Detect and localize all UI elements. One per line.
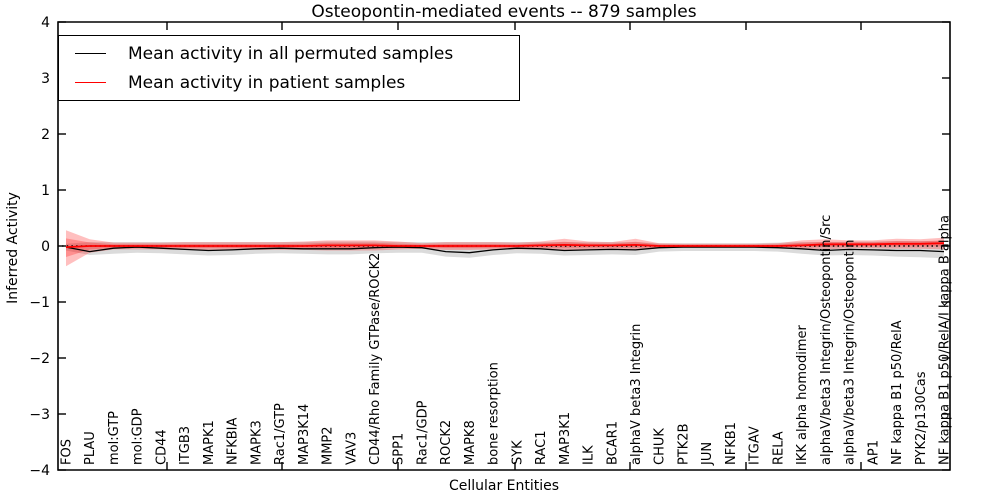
- y-tick-label: −4: [29, 463, 50, 479]
- y-tick-label: 1: [41, 183, 50, 199]
- x-category-label: mol:GTP: [107, 411, 122, 465]
- x-category-label: RELA: [771, 431, 786, 465]
- x-category-label: IKK alpha homodimer: [795, 324, 810, 465]
- x-category-label: AP1: [866, 440, 881, 465]
- x-category-label: VAV3: [344, 432, 359, 465]
- x-category-label: PLAU: [83, 431, 98, 465]
- x-category-label: ROCK2: [439, 420, 454, 465]
- x-category-label: alphaV beta3 Integrin: [629, 324, 644, 465]
- y-tick-label: 2: [41, 127, 50, 143]
- x-category-label: bone resorption: [487, 362, 502, 465]
- confidence-band-patient-inner: [66, 238, 944, 257]
- patient-line-sample: [75, 82, 106, 83]
- y-tick-label: 4: [41, 15, 50, 31]
- x-category-label: MMP2: [321, 426, 336, 465]
- x-category-label: Rac1/GDP: [415, 400, 430, 465]
- x-category-label: NF kappa B1 p50/RelA/I kappa B alpha: [938, 215, 953, 465]
- x-category-label: MAPK1: [202, 420, 217, 465]
- x-category-label: ITGAV: [748, 426, 763, 465]
- y-tick-label: −3: [29, 407, 50, 423]
- x-category-label: ITGB3: [178, 426, 193, 465]
- legend-item-patient: Mean activity in patient samples: [75, 71, 519, 95]
- series-line-patient-mean: [65, 242, 945, 248]
- confidence-band-patient-range: [66, 230, 944, 267]
- x-category-label: CD44: [154, 429, 169, 465]
- y-axis-title: Inferred Activity: [5, 192, 21, 304]
- x-category-label: alphaV/beta3 Integrin/Osteopontin/Src: [819, 215, 834, 465]
- x-category-label: MAP3K14: [297, 404, 312, 465]
- y-tick-label: 0: [41, 239, 50, 255]
- x-category-label: PTK2B: [676, 424, 691, 466]
- x-category-label: MAP3K1: [558, 412, 573, 465]
- x-category-label: NFKB1: [724, 422, 739, 465]
- y-tick-label: −1: [29, 295, 50, 311]
- chart-title: Osteopontin-mediated events -- 879 sampl…: [311, 2, 697, 22]
- x-category-label: NF kappa B1 p50/RelA: [890, 320, 905, 465]
- series-line-permuted-mean: [65, 246, 945, 254]
- x-category-label: FOS: [60, 439, 75, 465]
- x-category-label: BCAR1: [605, 421, 620, 465]
- x-category-label: MAPK8: [463, 420, 478, 465]
- x-category-label: CHUK: [653, 428, 668, 465]
- x-category-label: ILK: [582, 445, 597, 465]
- x-category-label: mol:GDP: [131, 408, 146, 465]
- x-category-label: NFKBIA: [226, 418, 241, 465]
- x-axis-title: Cellular Entities: [448, 478, 560, 494]
- x-category-label: JUN: [700, 442, 715, 466]
- permuted-line-sample: [75, 53, 106, 54]
- x-category-label: MAPK3: [249, 420, 264, 465]
- legend-label-permuted: Mean activity in all permuted samples: [128, 43, 454, 64]
- x-category-label: alphaV/beta3 Integrin/Osteopontin: [843, 240, 858, 465]
- x-category-label: CD44/Rho Family GTPase/ROCK2: [368, 253, 383, 465]
- x-category-label: RAC1: [534, 430, 549, 465]
- x-category-label: SYK: [510, 440, 525, 465]
- x-category-label: SPP1: [392, 433, 407, 465]
- legend-label-patient: Mean activity in patient samples: [128, 72, 406, 93]
- y-tick-label: −2: [29, 351, 50, 367]
- legend: Mean activity in all permuted samples Me…: [58, 35, 520, 101]
- x-category-label: PYK2/p130Cas: [914, 371, 929, 465]
- legend-item-permuted: Mean activity in all permuted samples: [75, 42, 519, 66]
- y-tick-label: 3: [41, 71, 50, 87]
- x-category-label: Rac1/GTP: [273, 403, 288, 465]
